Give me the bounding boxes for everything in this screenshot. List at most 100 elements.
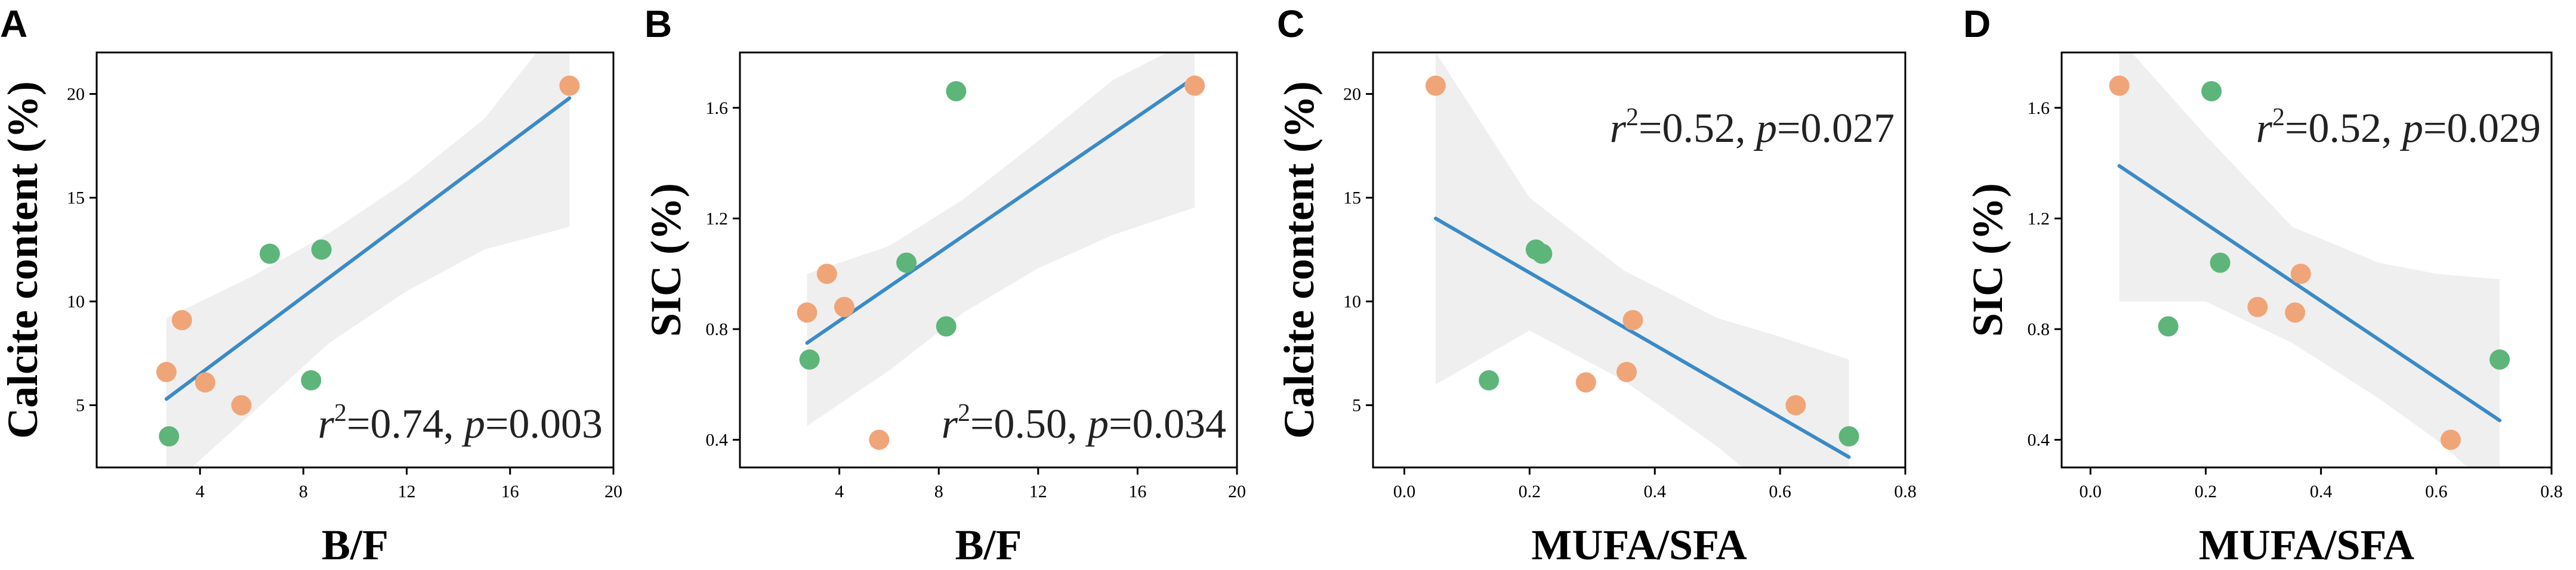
axes-frame [2060,51,2553,469]
panel-letter: C [1277,2,1304,45]
y-tick-label: 1.6 [706,98,729,118]
data-point-green [2158,316,2179,337]
x-tick-label: 20 [1228,482,1246,501]
y-tick-label: 0.4 [706,430,729,450]
stat-r2-value: =0.50, [970,401,1088,447]
panel-c: 0.0 0.2 0.4 0.6 0.8 5 10 15 20 MUFA/SFA Calcite co… [1275,2,1917,569]
y-axis-title: Calcite content (%) [1275,81,1323,439]
data-point-orange [2290,264,2311,284]
data-point-green [2210,252,2231,273]
y-axis-title: SIC (%) [1964,183,2012,337]
y-tick-label: 0.4 [2028,430,2050,450]
data-point-green [2201,80,2222,101]
stat-annotation: r2=0.52, p=0.027 [1610,104,1895,151]
y-tick-label: 15 [1343,188,1361,208]
y-tick-label: 0.8 [706,320,729,339]
y-tick-label: 20 [1343,85,1361,104]
data-point-orange [231,395,252,416]
data-point-green [936,316,957,337]
data-point-green [946,80,967,101]
stat-p-value: =0.034 [1109,401,1226,447]
data-point-green [159,426,180,447]
y-tick-label: 20 [67,85,85,104]
data-point-orange [195,372,215,393]
regression-line [2117,164,2502,423]
data-point-orange [834,296,854,317]
x-tick-label: 0.4 [2310,482,2333,501]
x-tick-label: 0.0 [2080,482,2102,501]
data-point-green [311,239,332,260]
regression-line [1433,216,1851,459]
data-point-green [1838,426,1859,447]
x-axis-title: B/F [955,521,1022,569]
panel-a: 4 8 12 16 20 5 10 15 20 B/F Calcite content (%) Ar2… [0,2,622,569]
confidence-band [166,52,570,467]
data-point-orange [2109,75,2130,96]
x-tick-label: 0.2 [1519,482,1541,501]
stat-r2-value: =0.52, [2285,106,2402,151]
stat-p-symbol: p [461,401,485,447]
y-tick-label: 5 [76,396,85,416]
x-tick-label: 0.0 [1393,482,1416,501]
x-axis-title: B/F [322,521,388,569]
y-tick-label: 1.6 [2028,98,2050,118]
data-point-orange [1785,395,1806,416]
data-point-green [260,243,280,264]
x-tick-label: 4 [196,482,205,501]
stat-annotation: r2=0.50, p=0.034 [942,399,1226,447]
data-point-orange [156,361,177,382]
data-point-orange [816,264,837,284]
y-axis-title: Calcite content (%) [0,81,47,439]
regression-line [805,75,1197,345]
y-tick-label: 10 [67,292,85,312]
y-tick-label: 0.8 [2028,320,2050,339]
data-point-orange [1616,361,1637,382]
stat-p-symbol: p [1085,401,1109,447]
stat-superscript: 2 [958,399,970,427]
x-tick-label: 0.8 [2540,482,2563,501]
x-tick-label: 4 [835,482,844,501]
stat-annotation: r2=0.74, p=0.003 [318,399,603,447]
stat-p-symbol: p [1753,106,1777,151]
panel-b: 4 8 12 16 20 0.4 0.8 1.2 1.6 B/F SIC (%) Br2=0.50, … [642,2,1246,569]
x-tick-label: 0.8 [1894,482,1917,501]
y-tick-label: 1.2 [2028,209,2050,228]
data-point-orange [1425,75,1446,96]
confidence-band [2119,52,2500,467]
data-point-green [301,370,322,391]
panel-letter: B [644,2,672,45]
y-tick-label: 15 [67,188,85,208]
stat-superscript: 2 [1626,104,1639,131]
data-point-orange [171,309,192,330]
stat-p-symbol: p [2399,106,2423,151]
panel-letter: A [0,2,27,45]
stat-superscript: 2 [334,399,347,427]
stat-r-symbol: r [942,401,958,447]
stat-r-symbol: r [1610,106,1627,151]
x-tick-label: 0.2 [2195,482,2217,501]
stat-r2-value: =0.52, [1639,106,1756,151]
x-tick-label: 12 [1029,482,1047,501]
data-point-orange [2440,429,2461,450]
x-tick-label: 8 [299,482,308,501]
data-point-green [896,252,917,273]
y-tick-label: 5 [1352,396,1361,416]
x-tick-label: 0.4 [1643,482,1666,501]
data-point-orange [1575,372,1596,393]
x-tick-label: 8 [934,482,943,501]
x-tick-label: 16 [501,482,519,501]
confidence-band [807,52,1195,426]
data-point-orange [2247,296,2268,317]
x-tick-label: 12 [398,482,416,501]
y-tick-label: 1.2 [706,209,729,228]
axes-frame [1372,51,1906,469]
data-point-green [1479,370,1500,391]
y-tick-label: 10 [1343,292,1361,312]
data-point-orange [797,302,817,323]
stat-annotation: r2=0.52, p=0.029 [2256,104,2541,151]
data-point-orange [869,429,890,450]
axes-frame [95,51,615,469]
axes-frame [739,51,1238,469]
x-axis-title: MUFA/SFA [2199,521,2414,569]
panel-d: 0.0 0.2 0.4 0.6 0.8 0.4 0.8 1.2 1.6 MUFA/SFA SIC (… [1963,2,2563,569]
